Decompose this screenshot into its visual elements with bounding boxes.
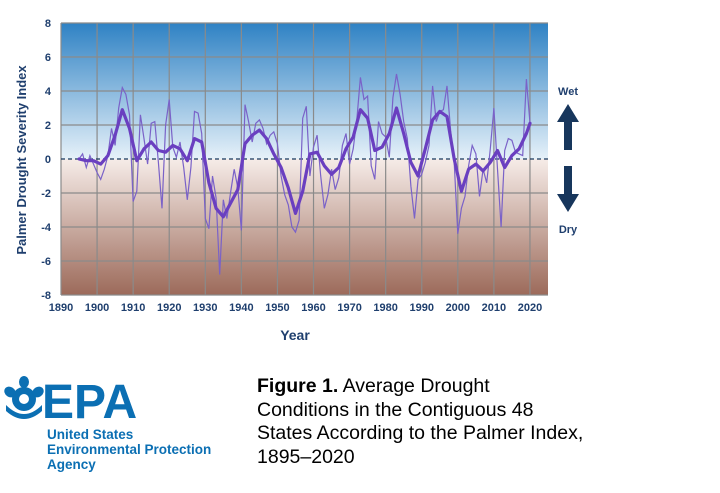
wet-arrow <box>557 104 579 150</box>
y-tick-label: 8 <box>45 18 51 30</box>
x-tick-label: 1970 <box>337 302 361 314</box>
agency-line-1: United States <box>47 427 134 442</box>
figure-caption: Figure 1. Average Drought Conditions in … <box>257 375 587 469</box>
x-tick-label: 2010 <box>482 302 506 314</box>
x-tick-label: 1960 <box>301 302 325 314</box>
y-tick-label: -6 <box>41 256 51 268</box>
epa-agency-name: United States Environmental Protection A… <box>47 427 211 472</box>
y-tick-label: -4 <box>41 222 52 234</box>
y-tick-label: -2 <box>41 188 51 200</box>
y-tick-label: 2 <box>45 120 51 132</box>
figure-label: Figure 1. <box>257 375 339 397</box>
x-tick-label: 1930 <box>193 302 217 314</box>
x-tick-label: 1890 <box>49 302 73 314</box>
y-tick-labels: -8 -6 -4 -2 0 2 4 6 8 <box>41 18 52 302</box>
dry-label: Dry <box>559 224 578 236</box>
x-tick-label: 1990 <box>409 302 433 314</box>
wet-label: Wet <box>558 86 578 98</box>
epa-flower-icon <box>4 376 44 419</box>
y-tick-label: 4 <box>45 86 52 98</box>
epa-wordmark: EPA <box>42 376 137 429</box>
x-tick-label: 2020 <box>518 302 542 314</box>
x-tick-label: 2000 <box>446 302 470 314</box>
agency-line-2: Environmental Protection <box>47 442 212 457</box>
x-axis-label: Year <box>280 327 310 343</box>
x-tick-label: 1980 <box>373 302 397 314</box>
x-tick-label: 1900 <box>85 302 109 314</box>
y-axis-label: Palmer Drought Severity Index <box>14 65 29 255</box>
x-tick-label: 1910 <box>121 302 145 314</box>
agency-line-3: Agency <box>47 457 96 472</box>
dry-arrow <box>557 166 579 212</box>
x-tick-label: 1950 <box>265 302 289 314</box>
smoothed-average-line <box>77 106 532 219</box>
x-tick-labels: 1890 1900 1910 1920 1930 1940 1950 1960 1970 1980… <box>49 302 542 314</box>
caption-text: Average Drought Conditions in the Contig… <box>257 375 584 468</box>
x-tick-label: 1940 <box>229 302 253 314</box>
y-tick-label: 0 <box>45 154 51 166</box>
epa-logo: EPA <box>4 376 137 429</box>
x-tick-label: 1920 <box>157 302 181 314</box>
y-tick-label: -8 <box>41 290 51 302</box>
drought-chart: 1890 1900 1910 1920 1930 1940 1950 1960 1970 1980… <box>14 18 579 343</box>
annual-average-line <box>78 73 531 275</box>
y-tick-label: 6 <box>45 52 51 64</box>
